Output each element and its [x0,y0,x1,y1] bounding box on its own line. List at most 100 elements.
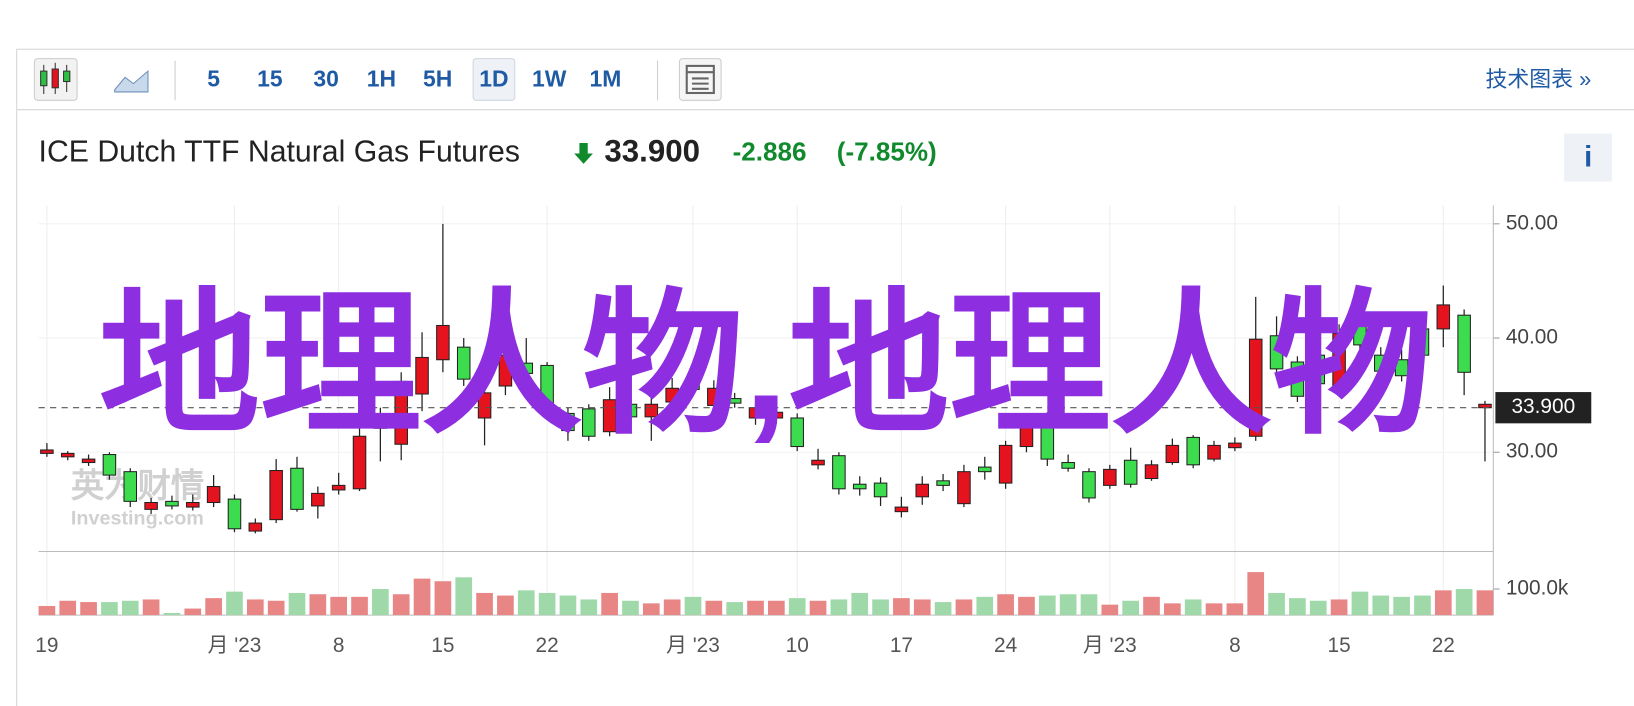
candle-body [186,501,200,508]
volume-bar [1101,604,1119,616]
volume-bar [1372,595,1390,616]
info-button[interactable] [1564,133,1613,182]
volume-bar [684,596,702,616]
candle-body [415,356,429,395]
volume-bar [747,600,764,616]
candle-body [248,522,263,532]
candle-body [1144,464,1159,480]
interval-button[interactable]: 15 [257,66,283,92]
candle-body [1269,335,1284,370]
candle-body [1082,471,1096,499]
volume-bar [1205,603,1223,616]
candle-body [998,444,1013,484]
candle-body [790,417,804,448]
candle-body [394,380,408,445]
candle-body [456,346,471,380]
volume-bar [351,596,368,616]
logo-cn: 英为财情 [71,468,204,505]
volume-bar [1184,599,1202,616]
volume-bar [121,600,139,616]
candle-body [978,466,992,473]
logo-en: Investing.com [71,507,204,529]
candle-body [1040,415,1055,460]
volume-bar [788,598,806,616]
watermark: 地理人物,地理人物 [99,278,1433,453]
x-tick-label: 15 [431,634,454,657]
volume-bar [913,599,931,616]
volume-bar [1455,589,1473,616]
interval-button[interactable]: 1W [532,66,567,92]
volume-bar [142,599,160,616]
candles-icon[interactable] [33,58,78,101]
price-change: -2.886 [733,136,807,166]
last-price-label: 33.900 [1511,395,1575,418]
layout-icon[interactable] [678,58,722,101]
candle-body [915,483,930,498]
volume-bar [663,599,681,616]
x-tick-label: 24 [994,634,1017,657]
volume-bar [1247,572,1265,616]
candle-body [832,455,846,490]
volume-bar [330,596,348,616]
volume-bar [893,598,910,616]
candle-body [123,471,138,502]
volume-bar [309,594,327,616]
chart: 19 月 '23 8 15 22 月 '23 10 17 24 月 '23 8 15 22 30.00 40… [35,205,1592,657]
candle-body [1290,361,1305,397]
volume-bar [267,600,285,616]
volume-bar [830,599,848,616]
volume-bar [497,595,514,616]
interval-button[interactable]: 1H [367,66,396,92]
volume-bar [184,608,202,616]
volume-bar [1080,594,1098,616]
candle-body [1123,459,1138,485]
volume-bar [1143,596,1160,616]
interval-button[interactable]: 1D [479,66,508,92]
volume-bar [705,600,723,616]
volume-bar [851,592,869,616]
volume-bar [163,613,181,616]
area-icon[interactable] [114,69,149,93]
interval-button[interactable]: 5 [207,66,220,92]
volume-bar [538,592,556,616]
volume-bar [434,581,452,616]
interval-button[interactable]: 30 [313,66,338,92]
volume-bar [726,602,744,616]
candle-body [707,387,721,406]
icon-body [63,70,71,83]
volume-bar [809,600,827,616]
candle-body [165,500,179,507]
candle-body [311,492,325,507]
volume-bar [934,602,952,616]
candle-body [1457,314,1471,373]
volume-bar [1289,598,1306,616]
candle-body [957,471,971,505]
candle-body [1061,462,1075,469]
x-tick-label: 15 [1328,634,1351,657]
candle-body [1248,338,1263,437]
volume-bar [1059,594,1077,616]
x-tick-label: 8 [333,634,345,657]
interval-button[interactable]: 5H [423,66,452,92]
volume-bar [1414,595,1431,616]
candle-body [1332,332,1346,387]
x-tick-label: 17 [890,634,913,657]
volume-bar [622,600,639,616]
candle-body [477,392,492,419]
x-tick-label: 10 [786,634,809,657]
candle-body [1019,419,1034,448]
candle-body [540,364,554,408]
candle-body [769,411,784,419]
down-arrow [574,143,593,164]
volume-bar [642,603,660,616]
technical-chart-link[interactable]: 技术图表 » [1486,66,1592,91]
candle-body [436,324,450,361]
volume-bar [559,595,577,616]
volume-bar [246,599,264,616]
candle-body [1311,354,1326,385]
interval-button[interactable]: 1M [590,66,622,92]
candle-body [81,458,96,464]
candle-body [1228,442,1242,449]
y-tick-label: 40.00 [1506,326,1558,349]
